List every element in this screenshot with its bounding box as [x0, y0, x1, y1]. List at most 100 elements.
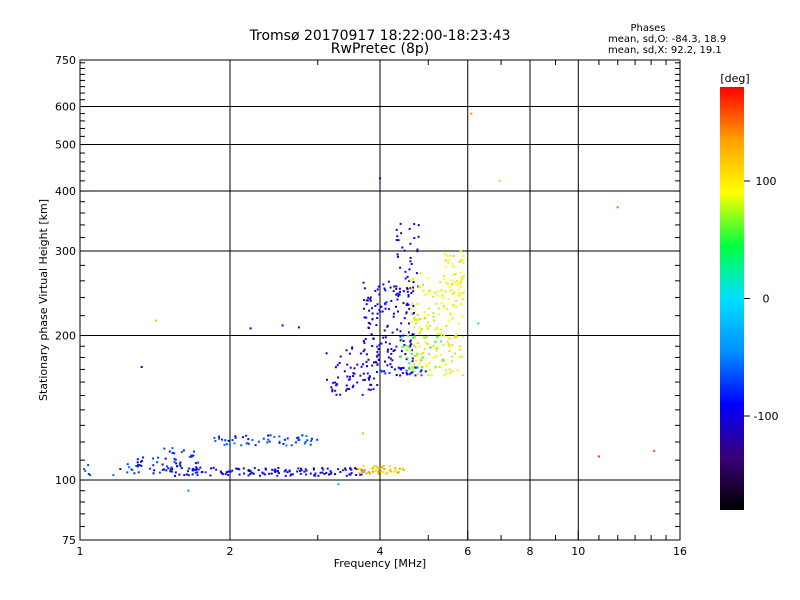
data-point: [406, 356, 409, 359]
data-point: [420, 359, 423, 362]
data-point: [470, 112, 473, 115]
data-point: [431, 295, 434, 298]
data-point: [406, 344, 409, 347]
data-point: [440, 334, 443, 337]
data-point: [269, 434, 272, 437]
data-point: [457, 322, 460, 325]
data-point: [392, 290, 395, 293]
data-point: [196, 467, 198, 470]
data-point: [414, 366, 417, 369]
data-point: [218, 435, 220, 438]
data-point: [368, 472, 371, 475]
data-point: [166, 465, 169, 468]
data-point: [452, 292, 455, 295]
data-point: [334, 389, 337, 392]
data-point: [443, 374, 446, 377]
data-point: [409, 256, 412, 259]
data-point: [161, 463, 164, 466]
data-point: [359, 352, 362, 355]
data-point: [187, 474, 190, 477]
data-point: [309, 443, 312, 446]
data-point: [368, 471, 370, 474]
data-point: [191, 469, 194, 472]
data-point: [428, 362, 431, 365]
data-point: [273, 469, 276, 472]
data-point: [447, 343, 450, 346]
data-point: [163, 447, 166, 450]
data-point: [367, 358, 370, 361]
data-point: [277, 472, 280, 475]
data-point: [278, 441, 281, 444]
data-point: [425, 325, 428, 328]
data-point: [193, 450, 195, 453]
data-point: [443, 334, 446, 337]
data-point: [449, 290, 452, 292]
data-point: [458, 356, 461, 359]
data-point: [426, 321, 429, 324]
data-point: [171, 451, 174, 454]
data-point: [363, 307, 365, 310]
data-point: [281, 324, 284, 327]
data-point: [420, 353, 423, 356]
data-point: [459, 285, 462, 288]
data-point: [445, 372, 448, 375]
data-point: [344, 468, 347, 471]
data-point: [361, 393, 364, 396]
y-tick-label: 600: [55, 101, 76, 114]
data-point: [386, 350, 389, 353]
data-point: [418, 362, 421, 365]
data-point: [376, 350, 379, 353]
data-point: [346, 363, 349, 366]
data-point: [409, 344, 412, 347]
data-point: [386, 324, 389, 327]
data-point: [351, 347, 354, 350]
data-point: [375, 465, 378, 468]
data-point: [477, 322, 480, 325]
data-point: [173, 460, 176, 463]
data-point: [376, 371, 378, 373]
data-point: [422, 289, 425, 292]
data-point: [295, 436, 298, 439]
data-point: [157, 456, 160, 459]
data-point: [193, 468, 196, 471]
data-point: [414, 346, 417, 349]
data-point: [357, 468, 360, 471]
data-point: [218, 437, 221, 440]
data-point: [418, 345, 421, 348]
data-point: [283, 438, 286, 441]
data-point: [459, 271, 462, 274]
data-point: [411, 333, 414, 336]
data-point: [310, 439, 313, 442]
data-point: [445, 325, 448, 328]
data-point: [136, 465, 139, 468]
data-point: [410, 343, 413, 346]
data-point: [136, 458, 139, 461]
data-point: [365, 360, 368, 363]
data-point: [416, 248, 419, 251]
data-point: [174, 458, 177, 461]
data-point: [407, 303, 410, 306]
data-point: [396, 298, 399, 301]
data-point: [435, 302, 438, 305]
data-point: [444, 290, 447, 293]
data-point: [138, 464, 141, 466]
data-point: [444, 265, 447, 268]
data-point: [182, 449, 185, 452]
data-point: [446, 336, 449, 338]
data-point: [412, 290, 415, 293]
data-point: [176, 465, 179, 468]
data-point: [383, 329, 386, 332]
data-point: [415, 354, 418, 357]
data-point: [440, 302, 443, 304]
data-point: [368, 375, 371, 378]
data-point: [439, 333, 442, 335]
data-point: [274, 470, 277, 473]
data-point: [204, 471, 207, 474]
data-point: [238, 468, 241, 471]
data-point: [247, 474, 250, 477]
data-point: [194, 462, 197, 465]
data-point: [348, 378, 351, 381]
data-point: [214, 439, 217, 442]
data-point: [407, 366, 410, 369]
data-point: [455, 333, 458, 336]
